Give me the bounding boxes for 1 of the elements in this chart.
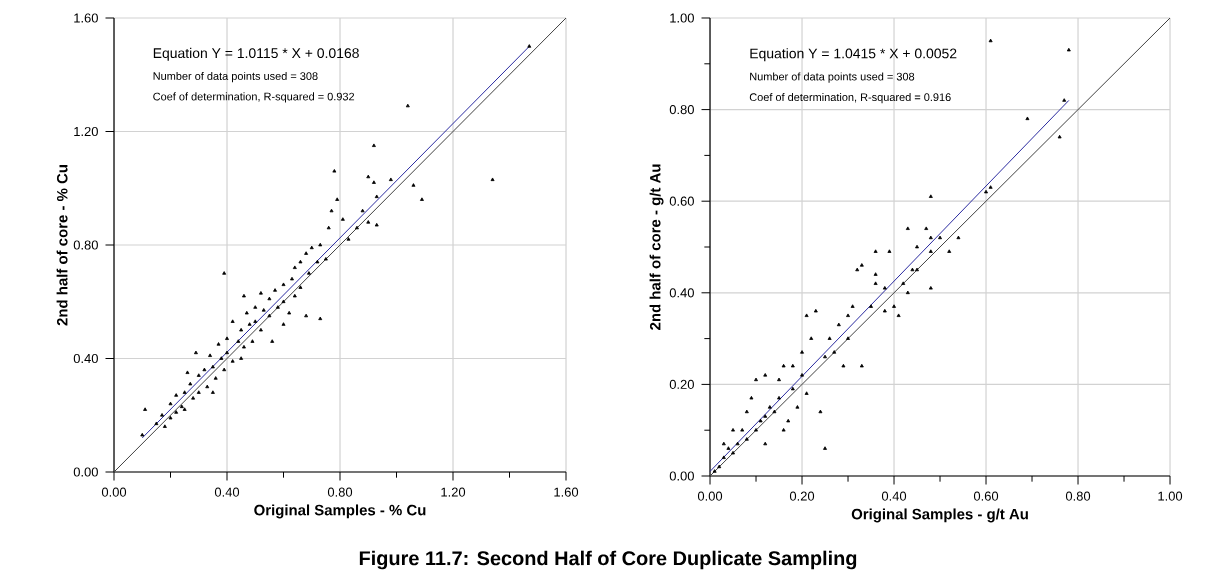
caption: Figure 11.7: Second Half of Core Duplicate Sampling xyxy=(359,550,857,570)
